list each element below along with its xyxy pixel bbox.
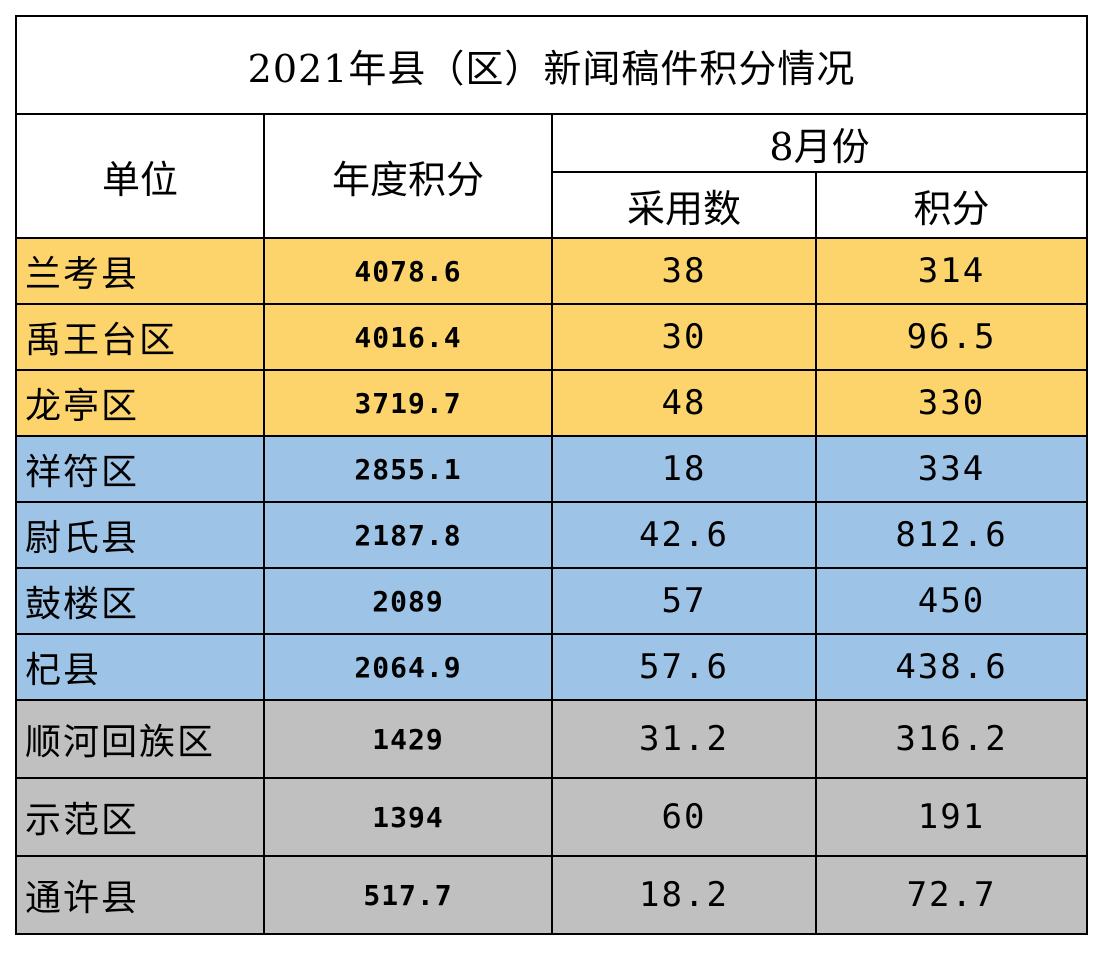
cell-adopted-count: 18 — [551, 435, 817, 503]
cell-annual-score: 2187.8 — [263, 501, 553, 569]
cell-month-score: 334 — [814, 435, 1089, 503]
cell-unit: 尉氏县 — [15, 501, 265, 569]
score-table: 2021年县（区）新闻稿件积分情况 单位 年度积分 8月份 采用数 积分 兰考县… — [14, 15, 1089, 935]
table-row: 尉氏县 2187.8 42.6 812.6 — [15, 501, 1089, 569]
cell-adopted-count: 18.2 — [551, 855, 817, 935]
cell-adopted-count: 48 — [551, 369, 817, 437]
cell-unit: 禹王台区 — [15, 303, 265, 371]
table-row: 祥符区 2855.1 18 334 — [15, 435, 1089, 503]
cell-month-score: 72.7 — [814, 855, 1089, 935]
cell-annual-score: 2064.9 — [263, 633, 553, 701]
table-row: 禹王台区 4016.4 30 96.5 — [15, 303, 1089, 371]
cell-month-score: 438.6 — [814, 633, 1089, 701]
cell-adopted-count: 57 — [551, 567, 817, 635]
cell-unit: 鼓楼区 — [15, 567, 265, 635]
cell-unit: 龙亭区 — [15, 369, 265, 437]
table-body: 兰考县 4078.6 38 314 禹王台区 4016.4 30 96.5 龙亭区 3719.7 4… — [15, 237, 1089, 935]
cell-unit: 顺河回族区 — [15, 699, 265, 779]
table-row: 杞县 2064.9 57.6 438.6 — [15, 633, 1089, 701]
table-title: 2021年县（区）新闻稿件积分情况 — [14, 15, 1089, 115]
cell-month-score: 812.6 — [814, 501, 1089, 569]
cell-unit: 兰考县 — [15, 237, 265, 305]
cell-annual-score: 4016.4 — [263, 303, 553, 371]
cell-annual-score: 517.7 — [263, 855, 553, 935]
cell-adopted-count: 38 — [551, 237, 817, 305]
cell-unit: 杞县 — [15, 633, 265, 701]
cell-unit: 通许县 — [15, 855, 265, 935]
score-table-sheet: 2021年县（区）新闻稿件积分情况 单位 年度积分 8月份 采用数 积分 兰考县… — [14, 15, 1089, 935]
header-annual-score: 年度积分 — [263, 113, 553, 239]
cell-month-score: 330 — [814, 369, 1089, 437]
cell-month-score: 191 — [814, 777, 1089, 857]
cell-annual-score: 3719.7 — [263, 369, 553, 437]
table-row: 示范区 1394 60 191 — [15, 777, 1089, 857]
cell-month-score: 314 — [814, 237, 1089, 305]
cell-annual-score: 2089 — [263, 567, 553, 635]
cell-adopted-count: 31.2 — [551, 699, 817, 779]
cell-adopted-count: 42.6 — [551, 501, 817, 569]
cell-adopted-count: 60 — [551, 777, 817, 857]
table-row: 龙亭区 3719.7 48 330 — [15, 369, 1089, 437]
cell-annual-score: 2855.1 — [263, 435, 553, 503]
header-adopted-count: 采用数 — [551, 171, 817, 239]
cell-month-score: 316.2 — [814, 699, 1089, 779]
header-month: 8月份 — [550, 113, 1089, 173]
cell-adopted-count: 30 — [551, 303, 817, 371]
table-row: 兰考县 4078.6 38 314 — [15, 237, 1089, 305]
cell-annual-score: 1394 — [263, 777, 553, 857]
cell-unit: 示范区 — [15, 777, 265, 857]
cell-month-score: 96.5 — [814, 303, 1089, 371]
table-row: 顺河回族区 1429 31.2 316.2 — [15, 699, 1089, 779]
cell-adopted-count: 57.6 — [551, 633, 817, 701]
header-unit: 单位 — [15, 113, 265, 239]
cell-annual-score: 4078.6 — [263, 237, 553, 305]
cell-unit: 祥符区 — [15, 435, 265, 503]
header-month-score: 积分 — [814, 171, 1089, 239]
cell-month-score: 450 — [814, 567, 1089, 635]
table-row: 通许县 517.7 18.2 72.7 — [15, 855, 1089, 935]
cell-annual-score: 1429 — [263, 699, 553, 779]
table-row: 鼓楼区 2089 57 450 — [15, 567, 1089, 635]
